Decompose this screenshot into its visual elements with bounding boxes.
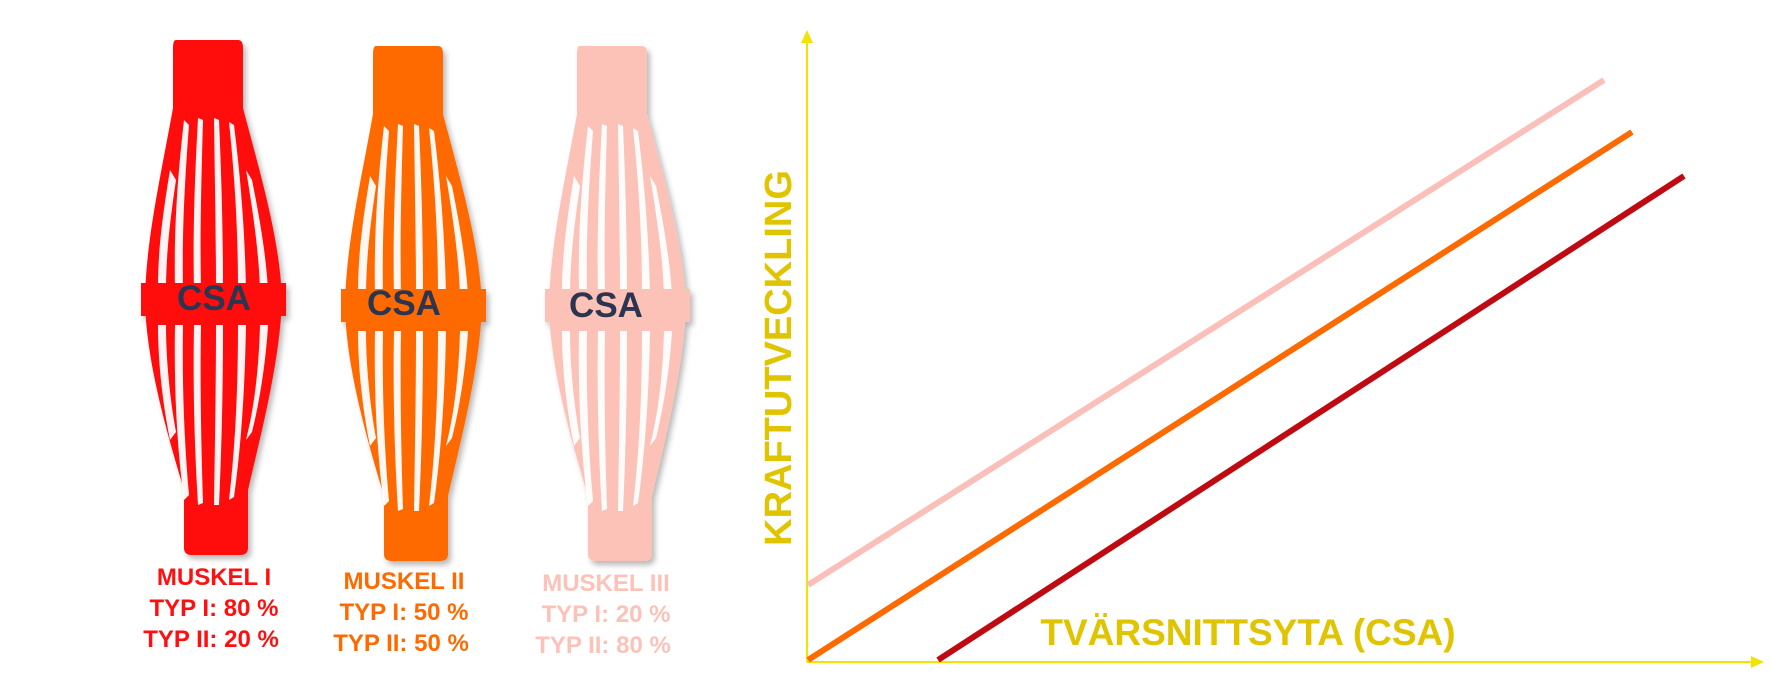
muscle-2-typ1: TYP I: 50 % xyxy=(340,599,469,626)
y-axis-label: KRAFTUTVECKLING xyxy=(758,170,800,546)
muscle-1-typ2: TYP II: 20 % xyxy=(143,626,279,653)
muscle-3-shape xyxy=(545,46,690,561)
muscle-3-name: MUSKEL III xyxy=(542,570,670,597)
muscle-2-typ2: TYP II: 50 % xyxy=(333,630,469,657)
muscle-1-caption: MUSKEL I TYP I: 80 % TYP II: 20 % xyxy=(143,564,279,653)
muscle-1 xyxy=(141,40,286,555)
muscle-3-typ1: TYP I: 20 % xyxy=(542,601,671,628)
muscle-3-caption: MUSKEL III TYP I: 20 % TYP II: 80 % xyxy=(535,570,671,659)
x-axis-arrow xyxy=(1751,656,1764,668)
chart: KRAFTUTVECKLING TVÄRSNITTSYTA (CSA) xyxy=(758,30,1764,668)
x-axis-label: TVÄRSNITTSYTA (CSA) xyxy=(1040,612,1455,653)
muscle-2-csa-label: CSA xyxy=(367,284,441,323)
muscle-3-csa-label: CSA xyxy=(569,286,643,325)
line-muscle-3 xyxy=(806,77,1606,588)
y-axis-arrow xyxy=(801,30,813,43)
muscle-3-typ2: TYP II: 80 % xyxy=(535,632,671,659)
muscle-3 xyxy=(545,46,690,561)
line-muscle-1 xyxy=(936,173,1686,663)
muscle-1-name: MUSKEL I xyxy=(157,564,271,591)
muscle-1-shape xyxy=(141,40,286,555)
line-muscle-2 xyxy=(806,129,1634,663)
muscle-2-name: MUSKEL II xyxy=(344,568,465,595)
muscle-1-csa-label: CSA xyxy=(177,279,251,318)
muscle-2-caption: MUSKEL II TYP I: 50 % TYP II: 50 % xyxy=(333,568,469,657)
muscle-2-shape xyxy=(341,46,486,561)
muscle-2 xyxy=(341,46,486,561)
muscle-1-typ1: TYP I: 80 % xyxy=(150,595,279,622)
